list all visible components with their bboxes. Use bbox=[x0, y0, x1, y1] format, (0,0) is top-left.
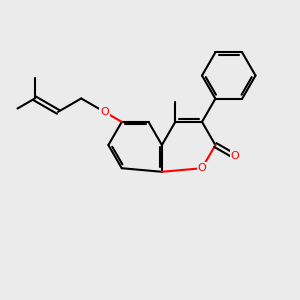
Text: O: O bbox=[198, 163, 206, 173]
Text: O: O bbox=[100, 107, 109, 117]
Text: O: O bbox=[231, 152, 239, 161]
